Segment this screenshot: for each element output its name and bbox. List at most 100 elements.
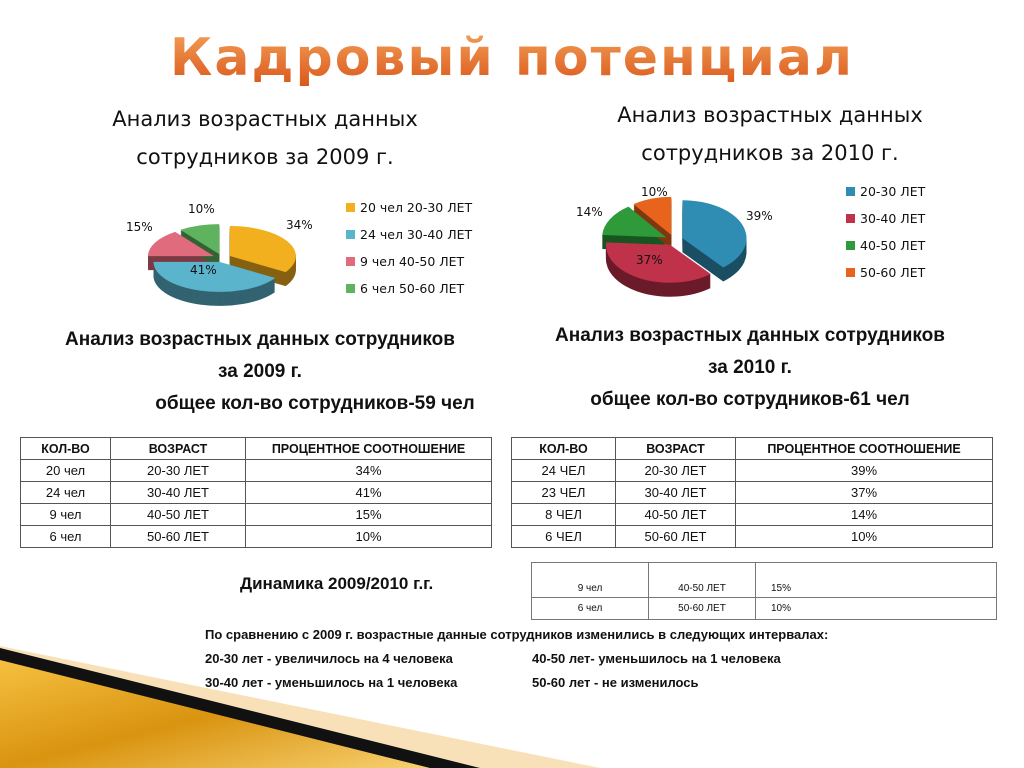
subtitle-line: Анализ возрастных данных [617,103,923,127]
legend-item: 40-50 ЛЕТ [846,232,925,259]
heading-line: общее кол-во сотрудников-61 чел [590,389,910,410]
legend-swatch [846,241,855,250]
cell: 20-30 ЛЕТ [110,459,246,482]
legend-label: 50-60 ЛЕТ [860,265,926,280]
cell: 14% [735,503,993,526]
data-label: 34% [286,218,313,232]
legend-item: 6 чел 50-60 ЛЕТ [346,275,472,302]
table-row: 6 чел 50-60 ЛЕТ 10% [531,597,997,620]
table-header-row: КОЛ-ВО ВОЗРАСТ ПРОЦЕНТНОЕ СООТНОШЕНИЕ [20,437,492,460]
dynamics-heading: Динамика 2009/2010 г.г. [240,574,434,593]
table-row: 24 ЧЕЛ 20-30 ЛЕТ 39% [511,459,993,482]
column-header: КОЛ-ВО [20,437,111,460]
dynamics-item: 30-40 лет - уменьшилось на 1 человека [205,675,458,690]
column-header: ВОЗРАСТ [615,437,736,460]
cell: 50-60 ЛЕТ [648,597,756,620]
table-row: 6 ЧЕЛ 50-60 ЛЕТ 10% [511,525,993,548]
cell: 8 ЧЕЛ [511,503,616,526]
legend-swatch [346,230,355,239]
legend-swatch [846,187,855,196]
pie-slice [229,226,296,273]
cell: 10% [755,597,997,620]
legend-swatch [346,257,355,266]
chart-2009-subtitle: Анализ возрастных данных сотрудников за 2… [60,100,470,176]
cell: 50-60 ЛЕТ [615,525,736,548]
pie-slice [153,261,276,292]
pie-slice [147,231,214,257]
cell: 20 чел [20,459,111,482]
pie-slice [180,224,220,255]
cell: 23 ЧЕЛ [511,481,616,504]
table-2010: КОЛ-ВО ВОЗРАСТ ПРОЦЕНТНОЕ СООТНОШЕНИЕ 24 Ч… [511,437,993,548]
data-label: 14% [576,205,603,219]
table-row: 8 ЧЕЛ 40-50 ЛЕТ 14% [511,503,993,526]
legend-label: 24 чел 30-40 ЛЕТ [360,227,473,242]
cell: 10% [245,525,492,548]
cell: 40-50 ЛЕТ [615,503,736,526]
dynamics-item: 20-30 лет - увеличилось на 4 человека [205,651,453,666]
data-label: 41% [190,263,217,277]
table-row: 24 чел 30-40 ЛЕТ 41% [20,481,492,504]
legend-swatch [346,284,355,293]
subtitle-line: сотрудников за 2009 г. [136,145,394,169]
cell: 24 ЧЕЛ [511,459,616,482]
column-header: ПРОЦЕНТНОЕ СООТНОШЕНИЕ [735,437,993,460]
cell: 15% [245,503,492,526]
pie-slice [682,200,747,268]
table-2009-heading: Анализ возрастных данных сотрудников за … [20,324,500,420]
cell: 40-50 ЛЕТ [110,503,246,526]
subtitle-line: Анализ возрастных данных [112,107,418,131]
legend-item: 20 чел 20-30 ЛЕТ [346,194,472,221]
heading-line: за 2009 г. [218,361,302,382]
data-label: 10% [188,202,215,216]
column-header: ПРОЦЕНТНОЕ СООТНОШЕНИЕ [245,437,492,460]
legend-label: 20 чел 20-30 ЛЕТ [360,200,473,215]
cell: 9 чел [531,562,649,598]
cell: 50-60 ЛЕТ [110,525,246,548]
cell: 6 чел [20,525,111,548]
data-label: 10% [641,185,668,199]
table-2010-heading: Анализ возрастных данных сотрудников за … [510,320,990,416]
table-row: 23 ЧЕЛ 30-40 ЛЕТ 37% [511,481,993,504]
cell: 41% [245,481,492,504]
dynamics-item: 50-60 лет - не изменилось [532,675,699,690]
column-header: ВОЗРАСТ [110,437,246,460]
cell: 30-40 ЛЕТ [615,481,736,504]
heading-line: общее кол-во сотрудников-59 чел [155,393,475,414]
pie-slice [633,196,672,235]
data-label: 37% [636,253,663,267]
cell: 20-30 ЛЕТ [615,459,736,482]
legend-swatch [846,268,855,277]
cell: 30-40 ЛЕТ [110,481,246,504]
legend-label: 20-30 ЛЕТ [860,184,926,199]
cell: 24 чел [20,481,111,504]
data-label: 15% [126,220,153,234]
legend-swatch [846,214,855,223]
dynamics-intro: По сравнению с 2009 г. возрастные данные… [205,627,829,642]
chart-2010-subtitle: Анализ возрастных данных сотрудников за 2… [560,96,980,172]
cell: 34% [245,459,492,482]
heading-line: Анализ возрастных данных сотрудников [65,329,455,350]
subtitle-line: сотрудников за 2010 г. [641,141,899,165]
table-row: 9 чел 40-50 ЛЕТ 15% [531,562,997,598]
legend-item: 30-40 ЛЕТ [846,205,925,232]
cell: 9 чел [20,503,111,526]
table-row: 20 чел 20-30 ЛЕТ 34% [20,459,492,482]
slide-title: Кадровый потенциал [0,28,1024,88]
legend-swatch [346,203,355,212]
table-row: 6 чел 50-60 ЛЕТ 10% [20,525,492,548]
heading-line: за 2010 г. [708,357,792,378]
legend-2009: 20 чел 20-30 ЛЕТ 24 чел 30-40 ЛЕТ 9 чел … [346,194,472,302]
legend-label: 30-40 ЛЕТ [860,211,926,226]
cell: 40-50 ЛЕТ [648,562,756,598]
pie-slice [602,206,667,238]
data-label: 39% [746,209,773,223]
legend-item: 9 чел 40-50 ЛЕТ [346,248,472,275]
cell: 6 ЧЕЛ [511,525,616,548]
legend-label: 6 чел 50-60 ЛЕТ [360,281,465,296]
dynamics-table: 9 чел 40-50 ЛЕТ 15% 6 чел 50-60 ЛЕТ 10% [531,562,997,620]
legend-2010: 20-30 ЛЕТ 30-40 ЛЕТ 40-50 ЛЕТ 50-60 ЛЕТ [846,178,925,286]
cell: 39% [735,459,993,482]
table-row: 9 чел 40-50 ЛЕТ 15% [20,503,492,526]
